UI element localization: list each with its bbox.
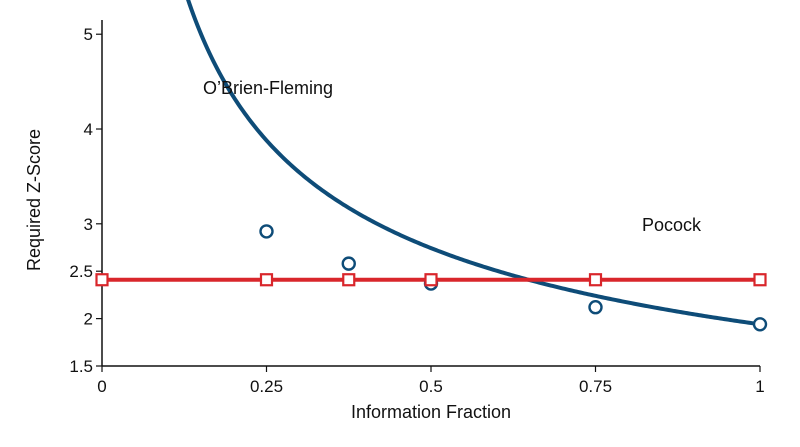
pocock-point [95, 273, 109, 287]
x-tick-label: 1 [755, 377, 764, 396]
y-tick-label: 5 [84, 25, 93, 44]
obrien-fleming-point [752, 317, 768, 332]
y-ticks: 1.5 2 2.5 3 4 5 [69, 25, 102, 376]
obrien-fleming-point [341, 256, 356, 271]
y-tick-label: 2 [84, 310, 93, 329]
x-tick-label: 0 [97, 377, 106, 396]
series-label-obrien-fleming: O’Brien-Fleming [203, 78, 333, 98]
x-tick-label: 0.25 [250, 377, 283, 396]
pocock-point [753, 273, 767, 287]
x-ticks: 0 0.25 0.5 0.75 1 [97, 366, 765, 396]
y-tick-label: 1.5 [69, 357, 93, 376]
y-axis-title: Required Z-Score [24, 129, 44, 271]
x-tick-label: 0.5 [419, 377, 443, 396]
x-axis-title: Information Fraction [351, 402, 511, 422]
y-tick-label: 2.5 [69, 262, 93, 281]
y-tick-label: 4 [84, 120, 93, 139]
obrien-fleming-point [588, 300, 603, 315]
obrien-fleming-point [259, 224, 274, 239]
plot-series [95, 0, 768, 332]
pocock-point [588, 273, 603, 287]
pocock-point [259, 273, 274, 287]
axes [101, 20, 760, 367]
obrien-fleming-line [186, 0, 762, 327]
y-tick-label: 3 [84, 215, 93, 234]
pocock-point [342, 273, 356, 287]
pocock-point [424, 273, 438, 287]
x-tick-label: 0.75 [579, 377, 612, 396]
series-label-pocock: Pocock [642, 215, 702, 235]
